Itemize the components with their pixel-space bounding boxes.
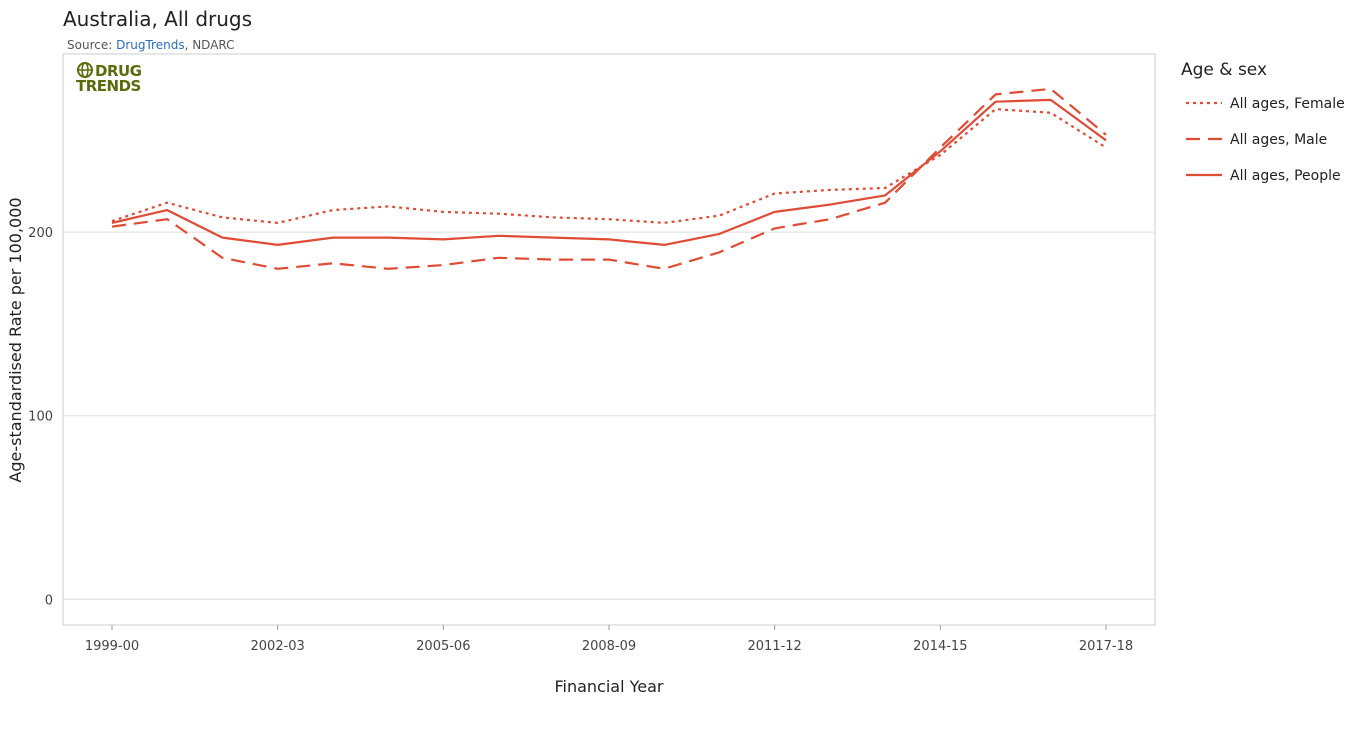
legend-title: Age & sex bbox=[1181, 60, 1267, 80]
x-tick-label: 2014-15 bbox=[913, 639, 967, 654]
x-tick-label: 2002-03 bbox=[251, 639, 305, 654]
y-axis-title: Age-standardised Rate per 100,000 bbox=[6, 197, 25, 482]
legend: Age & sex All ages, Female All ages, Male… bbox=[1181, 60, 1345, 184]
source-prefix: Source: bbox=[67, 38, 116, 52]
x-tick-label: 2017-18 bbox=[1079, 639, 1133, 654]
x-tick-label: 2008-09 bbox=[582, 639, 636, 654]
legend-item[interactable]: All ages, Female bbox=[1186, 96, 1345, 112]
series-lines bbox=[111, 87, 1107, 270]
legend-label: All ages, People bbox=[1230, 168, 1341, 184]
chart-title: Australia, All drugs bbox=[63, 7, 252, 31]
legend-item[interactable]: All ages, People bbox=[1186, 168, 1341, 184]
y-tick-label: 200 bbox=[28, 226, 53, 241]
x-tick-label: 2005-06 bbox=[416, 639, 470, 654]
series-line-dotted[interactable] bbox=[111, 108, 1107, 224]
series-line-solid[interactable] bbox=[111, 98, 1107, 246]
gridlines bbox=[63, 231, 1155, 600]
y-tick-label: 0 bbox=[45, 593, 53, 608]
logo-globe-icon bbox=[77, 62, 93, 78]
legend-label: All ages, Male bbox=[1230, 132, 1327, 148]
x-axis-title: Financial Year bbox=[554, 677, 663, 696]
x-tick-label: 1999-00 bbox=[85, 639, 139, 654]
series-line-dashed[interactable] bbox=[111, 87, 1107, 270]
x-tick-label: 2011-12 bbox=[748, 639, 802, 654]
y-axis: 0 100 200 bbox=[28, 226, 53, 608]
plot-area bbox=[62, 53, 1156, 626]
x-axis: 1999-00 2002-03 2005-06 2008-09 2011-12 2014-… bbox=[85, 625, 1133, 654]
source-suffix: , NDARC bbox=[185, 38, 235, 52]
source-link[interactable]: DrugTrends bbox=[116, 38, 185, 52]
legend-label: All ages, Female bbox=[1230, 96, 1345, 112]
drugtrends-logo: DRUG TRENDS bbox=[76, 62, 142, 95]
legend-item[interactable]: All ages, Male bbox=[1186, 132, 1327, 148]
legend-items: All ages, Female All ages, Male All ages, … bbox=[1186, 96, 1345, 184]
chart-source: Source: DrugTrends, NDARC bbox=[67, 38, 235, 52]
y-tick-label: 100 bbox=[28, 410, 53, 425]
logo-text-line1: DRUG bbox=[95, 62, 142, 80]
logo-text-line2: TRENDS bbox=[76, 77, 141, 95]
